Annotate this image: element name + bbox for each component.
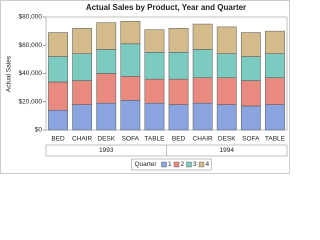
y-tick-label: $0 <box>35 127 43 134</box>
bar-segment <box>144 102 165 131</box>
bar-segment <box>120 76 141 101</box>
legend-swatch <box>161 161 167 168</box>
x-tick-label: BED <box>172 136 186 143</box>
bar-segment <box>240 32 261 57</box>
bar-segment <box>96 22 117 50</box>
bar-segment <box>216 26 237 54</box>
legend-swatch <box>198 161 205 168</box>
bar-segment <box>96 73 117 104</box>
bar-segment <box>168 28 189 53</box>
legend-box <box>131 158 212 171</box>
bar-segment <box>192 23 213 50</box>
bar-segment <box>144 78 165 104</box>
x-tick-label: SOFA <box>122 136 140 143</box>
legend-label: 4 <box>206 161 210 168</box>
bar-segment <box>96 49 117 74</box>
bar-segment <box>240 80 261 107</box>
legend-swatch <box>186 161 192 168</box>
y-tick-label: $20,000 <box>19 98 43 105</box>
x-tick-label: BED <box>51 136 65 143</box>
x-tick-label: CHAIR <box>193 136 214 143</box>
x-tick-label: CHAIR <box>72 136 93 143</box>
bar-segment <box>192 102 213 131</box>
bar-segment <box>168 104 189 131</box>
chart: Actual Sales by Product, Year and Quarte… <box>0 0 290 174</box>
y-axis-label: Actual Sales <box>6 55 13 92</box>
bar-segment <box>144 29 165 53</box>
bar-segment <box>72 53 93 81</box>
bar-segment <box>240 56 261 81</box>
chart-title: Actual Sales by Product, Year and Quarte… <box>86 3 246 12</box>
bar-segment <box>48 81 68 111</box>
group-label: 1994 <box>220 147 235 154</box>
bar-segment <box>192 77 213 104</box>
y-tick-label: $60,000 <box>19 42 43 49</box>
bar-segment <box>216 53 237 78</box>
x-tick-label: TABLE <box>144 136 165 143</box>
legend-label: 3 <box>193 161 197 168</box>
x-tick-label: SOFA <box>242 136 260 143</box>
group-label: 1993 <box>99 147 114 154</box>
bar-segment <box>216 77 237 105</box>
y-tick-label: $80,000 <box>19 14 43 21</box>
bar-segment <box>96 102 117 131</box>
bar-segment <box>265 104 285 131</box>
bar-segment <box>72 80 93 105</box>
bar-segment <box>168 52 189 80</box>
bar-segment <box>72 28 93 54</box>
bar-segment <box>48 109 68 131</box>
bar-segment <box>120 43 141 77</box>
bar-segment <box>265 30 285 54</box>
legend-label: 1 <box>168 161 172 168</box>
bar-segment <box>216 104 237 131</box>
bar-segment <box>144 52 165 80</box>
legend-swatch <box>173 161 180 168</box>
bar-segment <box>120 20 141 45</box>
bar-segment <box>192 49 213 78</box>
x-tick-label: TABLE <box>265 136 286 143</box>
x-tick-label: DESK <box>218 136 236 143</box>
bar-segment <box>48 32 68 57</box>
bar-segment <box>240 105 261 131</box>
bar-segment <box>120 100 141 131</box>
bar-segment <box>265 77 285 105</box>
legend-title: Quarter <box>135 161 158 168</box>
legend-label: 2 <box>181 161 185 168</box>
x-tick-label: DESK <box>97 136 115 143</box>
bar-segment <box>72 104 93 131</box>
bar-segment <box>168 78 189 105</box>
bar-segment <box>48 56 68 83</box>
bar-segment <box>265 53 285 78</box>
y-tick-label: $40,000 <box>19 70 43 77</box>
